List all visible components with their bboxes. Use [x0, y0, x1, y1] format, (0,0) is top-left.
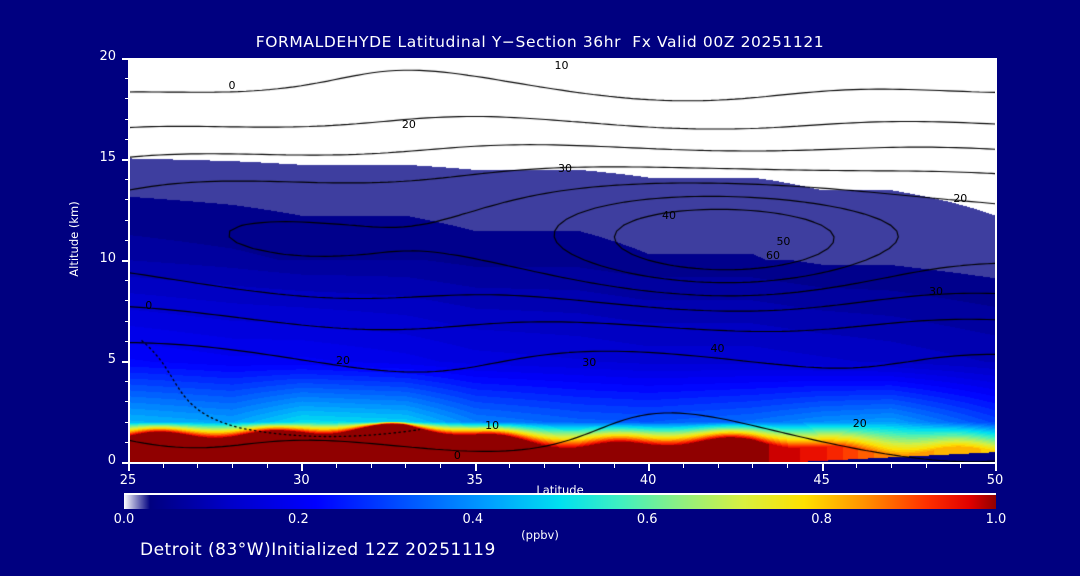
y-tick-label: 10	[99, 251, 116, 266]
x-tick	[995, 464, 997, 471]
contour-label: 0	[145, 299, 153, 313]
x-minor-tick	[440, 464, 442, 468]
x-tick-label: 45	[813, 473, 830, 488]
colorbar-tick-label: 0.6	[636, 512, 658, 527]
contour-label: 20	[401, 117, 416, 131]
y-tick-label: 0	[107, 453, 116, 468]
contour-label: 50	[776, 234, 791, 248]
y-minor-tick	[125, 340, 129, 342]
y-minor-tick	[125, 381, 129, 383]
x-minor-tick	[752, 464, 754, 468]
contour-label: 0	[228, 79, 236, 93]
contour-label: 0	[453, 448, 461, 462]
x-minor-tick	[162, 464, 164, 468]
colorbar-unit-label: (ppbv)	[521, 528, 559, 542]
plot-caption: Detroit (83°W)Initialized 12Z 20251119	[140, 540, 496, 560]
colorbar-tick-label: 0.8	[811, 512, 832, 527]
contour-label: 20	[336, 354, 351, 367]
colorbar	[124, 495, 996, 509]
x-tick	[128, 464, 130, 471]
y-minor-tick	[125, 239, 129, 241]
colorbar-tick-label: 0.0	[113, 512, 135, 527]
contour-label: 60	[766, 248, 781, 262]
contour-label: 10	[554, 59, 569, 73]
x-minor-tick	[336, 464, 338, 468]
y-minor-tick	[125, 280, 129, 282]
x-minor-tick	[370, 464, 372, 468]
x-tick	[648, 464, 651, 471]
x-minor-tick	[717, 464, 719, 468]
x-minor-tick	[925, 464, 927, 468]
x-minor-tick	[578, 464, 580, 468]
colorbar-tick-label: 1.0	[985, 512, 1007, 527]
y-minor-tick	[125, 138, 129, 140]
x-minor-tick	[197, 464, 199, 468]
contour-label: 40	[710, 341, 725, 355]
y-minor-tick	[125, 179, 129, 181]
y-minor-tick	[125, 219, 129, 221]
x-minor-tick	[509, 464, 511, 468]
x-tick-label: 35	[466, 473, 484, 488]
y-tick	[122, 361, 129, 363]
x-minor-tick	[890, 464, 892, 468]
y-axis-title: Altitude (km)	[67, 201, 81, 277]
plot-frame-left	[128, 58, 130, 462]
wind-speed-contours	[128, 58, 995, 462]
x-tick-label: 25	[119, 473, 137, 488]
x-minor-tick	[682, 464, 684, 468]
x-tick-label: 50	[986, 473, 1004, 488]
colorbar-top-rule	[124, 493, 996, 495]
contour-label: 20	[852, 416, 867, 430]
x-minor-tick	[266, 464, 268, 468]
cross-section-plot: 0 10 20 30 40 50 60 40 20 30 10 20 20 30 0 0	[128, 58, 995, 462]
page-title: FORMALDEHYDE Latitudinal Y−Section 36hr …	[255, 33, 825, 51]
y-minor-tick	[125, 78, 129, 80]
y-tick	[122, 58, 129, 60]
x-minor-tick	[856, 464, 858, 468]
plot-frame-right	[995, 58, 997, 464]
contour-label: 20	[953, 192, 968, 206]
contour-label-group: 0 10 20 30 40 50 60 40 20 30 10 20 20 30 0 0	[128, 58, 995, 462]
x-minor-tick	[405, 464, 407, 468]
colorbar-tick-label: 0.2	[288, 512, 309, 527]
x-tick	[474, 464, 477, 471]
x-minor-tick	[613, 464, 615, 468]
x-minor-tick	[960, 464, 962, 468]
contour-label: 30	[929, 285, 944, 299]
colorbar-tick-label: 0.4	[462, 512, 484, 527]
x-minor-tick	[786, 464, 788, 468]
x-tick-label: 40	[639, 473, 657, 488]
x-tick	[821, 464, 824, 471]
x-minor-tick	[544, 464, 546, 468]
x-tick-label: 30	[293, 473, 310, 488]
plot-frame-bottom	[128, 462, 995, 464]
contour-label: 40	[662, 208, 676, 222]
y-minor-tick	[125, 199, 129, 201]
y-tick-label: 5	[107, 352, 116, 367]
y-minor-tick	[125, 401, 129, 403]
x-minor-tick	[232, 464, 234, 468]
contour-label: 30	[582, 356, 597, 370]
y-tick	[122, 159, 129, 161]
contour-label: 10	[485, 418, 500, 432]
y-minor-tick	[125, 320, 129, 322]
y-tick-label: 15	[99, 150, 116, 165]
x-tick	[301, 464, 304, 471]
y-minor-tick	[125, 441, 129, 443]
y-tick-label: 20	[99, 49, 116, 64]
y-minor-tick	[125, 300, 129, 302]
contour-label: 30	[557, 162, 572, 176]
y-minor-tick	[125, 118, 129, 120]
y-minor-tick	[125, 421, 129, 423]
plot-frame-top	[128, 58, 995, 60]
y-minor-tick	[125, 98, 129, 100]
y-tick	[122, 260, 129, 262]
y-tick	[122, 462, 129, 464]
